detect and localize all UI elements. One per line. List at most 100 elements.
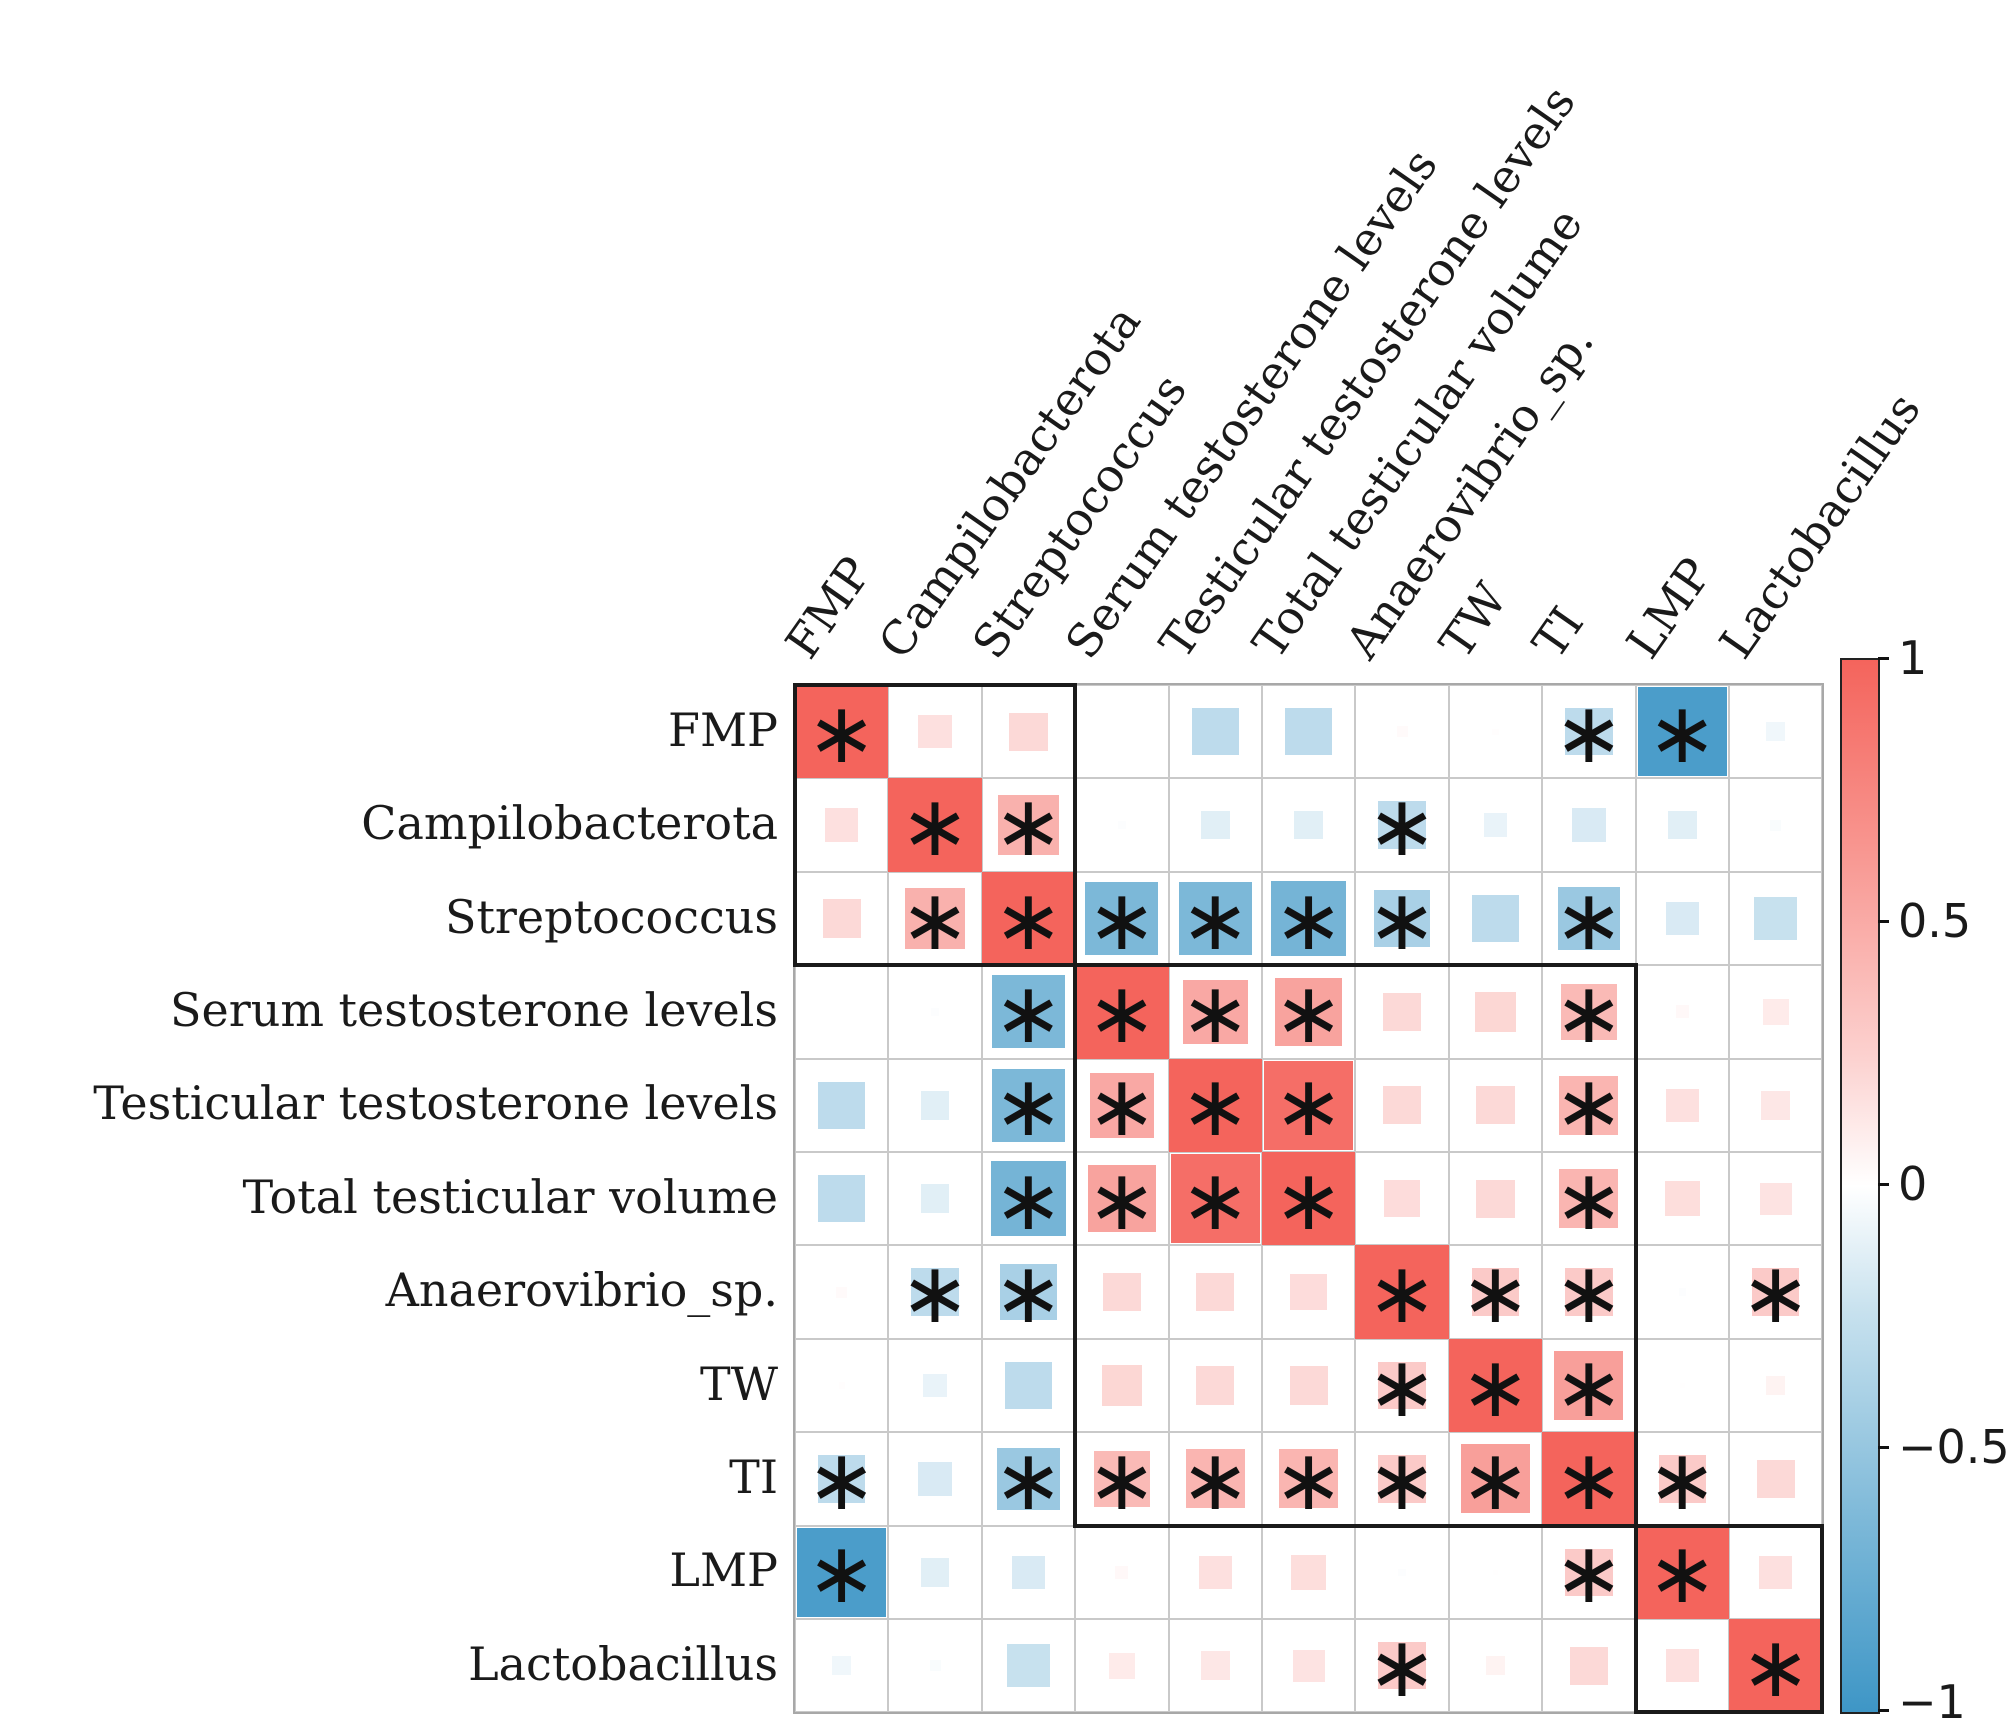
- matrix-cell: [1729, 1152, 1822, 1245]
- matrix-cell: ∗: [1262, 871, 1355, 969]
- correlation-square: [1398, 1568, 1406, 1576]
- correlation-square: [911, 1268, 959, 1316]
- matrix-cell: ∗: [1262, 1431, 1355, 1529]
- correlation-square: [1756, 1459, 1795, 1498]
- correlation-square: [1373, 890, 1431, 947]
- matrix-cell: [1355, 685, 1448, 778]
- correlation-square: [1542, 1432, 1636, 1526]
- correlation-square: [1565, 1548, 1613, 1596]
- correlation-square: [838, 1382, 845, 1389]
- matrix-cell: ∗: [1542, 964, 1635, 1062]
- significance-asterisk: ∗: [1273, 963, 1344, 1062]
- colorbar-tick-label: −1: [1898, 1675, 1966, 1729]
- colorbar: [1840, 658, 1880, 1714]
- colorbar-tick: [1878, 1445, 1889, 1449]
- correlation-square: [1766, 722, 1785, 741]
- correlation-square: [1262, 1152, 1356, 1246]
- correlation-square: [1637, 686, 1727, 777]
- matrix-cell: [1262, 1526, 1355, 1619]
- matrix-cell: [1449, 1619, 1542, 1712]
- correlation-square: [1185, 1449, 1245, 1509]
- correlation-square: [1102, 1272, 1141, 1312]
- matrix-cell: [888, 1432, 981, 1525]
- significance-asterisk: ∗: [1553, 1057, 1625, 1156]
- correlation-square: [1004, 1361, 1053, 1410]
- significance-asterisk: ∗: [1553, 870, 1625, 969]
- matrix-cell: [1075, 1526, 1168, 1619]
- matrix-cell: ∗: [1542, 684, 1635, 782]
- matrix-cell: [795, 965, 888, 1058]
- matrix-cell: ∗: [1636, 684, 1729, 782]
- matrix-cell: [1169, 1339, 1262, 1432]
- matrix-cell: ∗: [888, 777, 982, 876]
- matrix-cell: [1729, 685, 1822, 778]
- correlation-square: [824, 808, 859, 842]
- significance-asterisk: ∗: [899, 777, 971, 876]
- matrix-cell: [1355, 1059, 1448, 1152]
- correlation-square: [1170, 1153, 1260, 1244]
- colorbar-tick-label: 0: [1898, 1157, 1928, 1211]
- matrix-cell: [1075, 685, 1168, 778]
- correlation-square: [1475, 991, 1516, 1032]
- significance-asterisk: ∗: [993, 1150, 1064, 1249]
- correlation-square: [1378, 1361, 1426, 1410]
- correlation-square: [1572, 808, 1606, 842]
- significance-asterisk: ∗: [806, 1524, 877, 1623]
- matrix-cell: [795, 1619, 888, 1712]
- row-label: Lactobacillus: [468, 1636, 778, 1691]
- matrix-cell: ∗: [1075, 1151, 1168, 1249]
- correlation-square: [1667, 810, 1697, 840]
- matrix-cell: [795, 872, 888, 965]
- matrix-cell: [1449, 685, 1542, 778]
- significance-asterisk: ∗: [1180, 1057, 1251, 1156]
- matrix-cell: [888, 1152, 981, 1245]
- significance-asterisk: ∗: [993, 1057, 1064, 1156]
- matrix-cell: [795, 1059, 888, 1152]
- matrix-cell: ∗: [1168, 1057, 1262, 1156]
- matrix-cell: ∗: [888, 1244, 981, 1342]
- matrix-cell: [1169, 1619, 1262, 1712]
- correlation-square: [1483, 813, 1508, 837]
- matrix-cell: [1262, 778, 1355, 871]
- significance-asterisk: ∗: [993, 777, 1064, 876]
- correlation-square: [1294, 810, 1324, 840]
- correlation-square: [1075, 965, 1169, 1059]
- matrix-cell: ∗: [1355, 1338, 1448, 1436]
- matrix-cell: [888, 1339, 981, 1432]
- matrix-cell: [1449, 965, 1542, 1058]
- matrix-cell: ∗: [1075, 1057, 1168, 1155]
- correlation-square: [920, 1090, 950, 1120]
- matrix-cell: [982, 1339, 1075, 1432]
- correlation-square: [1200, 810, 1230, 840]
- matrix-cell: [1729, 1432, 1822, 1525]
- correlation-square: [1560, 983, 1617, 1040]
- matrix-cell: [982, 685, 1075, 778]
- correlation-square: [918, 714, 952, 749]
- matrix-cell: ∗: [1542, 1524, 1635, 1622]
- row-label: Streptococcus: [444, 889, 778, 944]
- significance-asterisk: ∗: [1180, 1150, 1251, 1249]
- significance-asterisk: ∗: [1180, 1430, 1251, 1529]
- column-label: TI: [1521, 597, 1595, 668]
- correlation-square: [1471, 894, 1520, 943]
- row-label: Campilobacterota: [361, 796, 778, 851]
- row-label: Anaerovibrio_sp.: [385, 1263, 778, 1318]
- matrix-cell: ∗: [888, 871, 981, 969]
- significance-asterisk: ∗: [1366, 1617, 1438, 1716]
- correlation-square: [1664, 1180, 1700, 1217]
- colorbar-tick-label: −0.5: [1898, 1420, 2008, 1474]
- correlation-square: [1089, 1072, 1155, 1138]
- correlation-square: [795, 685, 889, 779]
- correlation-square: [1355, 1245, 1449, 1339]
- column-label: LMP: [1615, 548, 1722, 668]
- column-label: FMP: [774, 546, 883, 668]
- matrix-cell: [1169, 1526, 1262, 1619]
- correlation-square: [1557, 887, 1620, 950]
- correlation-square: [1754, 897, 1798, 940]
- matrix-cell: ∗: [1169, 871, 1262, 969]
- significance-asterisk: ∗: [1553, 1150, 1625, 1249]
- matrix-cell: ∗: [1355, 1617, 1448, 1716]
- correlation-square: [1476, 1086, 1515, 1125]
- matrix-cell: ∗: [1635, 1524, 1729, 1622]
- correlation-square: [1115, 1565, 1129, 1579]
